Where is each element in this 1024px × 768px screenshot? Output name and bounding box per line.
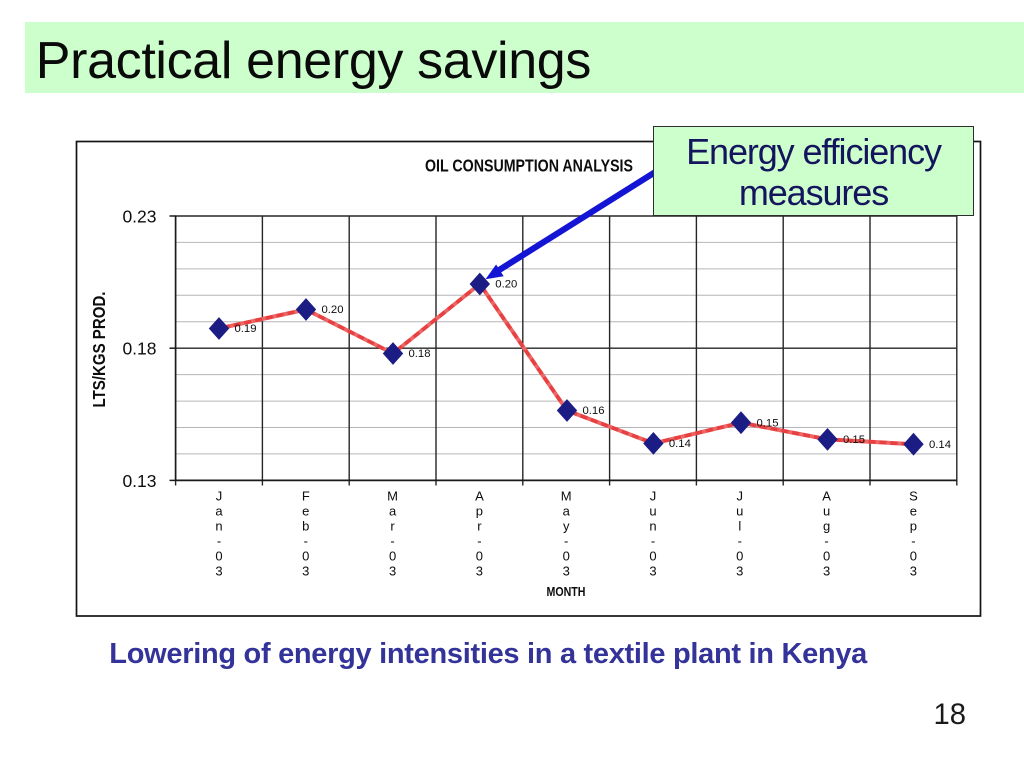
svg-text:0.15: 0.15 — [843, 434, 865, 446]
svg-text:0.18: 0.18 — [409, 348, 431, 360]
svg-text:0.14: 0.14 — [929, 439, 951, 451]
svg-text:Mar-03: Ma r -0 3 — [387, 489, 398, 579]
svg-text:May-03: Ma y -0 3 — [561, 489, 572, 579]
svg-text:0.19: 0.19 — [235, 323, 257, 335]
svg-text:0.16: 0.16 — [583, 405, 605, 417]
svg-text:OIL CONSUMPTION ANALYSIS: OIL CONSUMPTION ANALYSIS — [425, 155, 633, 175]
svg-text:0.15: 0.15 — [757, 417, 779, 429]
svg-text:0.20: 0.20 — [322, 304, 344, 316]
svg-text:0.14: 0.14 — [669, 438, 691, 450]
svg-text:Jun-03: Ju n -0 3 — [649, 489, 656, 579]
svg-text:Jan-03: Ja n -0 3 — [215, 489, 223, 579]
svg-text:LTS/KGS PROD.: LTS/KGS PROD. — [89, 292, 109, 408]
svg-text:Sep-03: Se p -0 3 — [909, 489, 918, 579]
svg-text:Feb-03: Fe b -0 3 — [302, 489, 310, 579]
svg-text:0.13: 0.13 — [122, 471, 156, 491]
svg-text:0.20: 0.20 — [495, 279, 517, 291]
svg-text:MONTH: MONTH — [547, 584, 586, 599]
svg-text:Jul-03: Ju l -0 3 — [736, 489, 743, 579]
svg-text:Apr-03: Ap r -0 3 — [475, 489, 484, 579]
svg-text:Aug-03: Au g -0 3 — [822, 489, 831, 579]
svg-text:0.23: 0.23 — [122, 207, 156, 227]
svg-text:0.18: 0.18 — [122, 339, 156, 359]
